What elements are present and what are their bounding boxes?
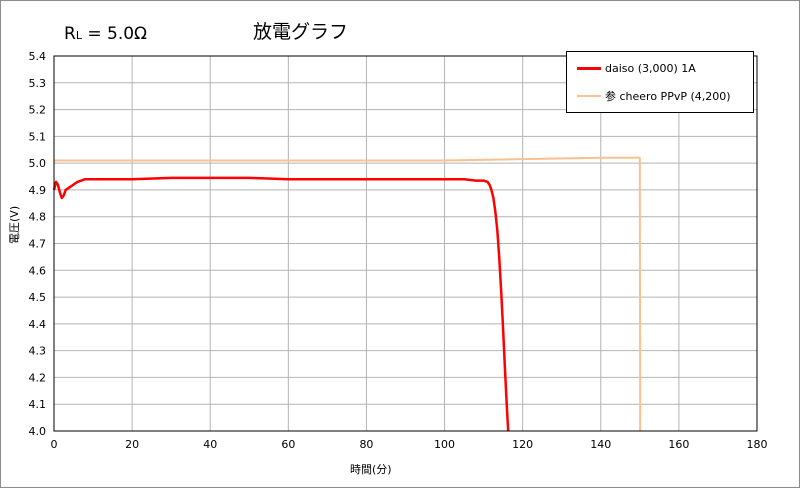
legend-label-daiso: daiso (3,000) 1A — [605, 61, 696, 75]
rl-value: = 5.0Ω — [81, 24, 148, 44]
y-tick-label: 4.9 — [29, 184, 47, 197]
y-tick-label: 4.6 — [29, 264, 47, 277]
series-line-0 — [52, 176, 510, 432]
legend: daiso (3,000) 1A 参 cheero PPvP (4,200) — [566, 51, 754, 113]
legend-label-cheero: 参 cheero PPvP (4,200) — [605, 90, 731, 103]
chart-title: 放電グラフ — [253, 21, 349, 43]
y-axis-label: 電圧(V) — [8, 205, 21, 244]
y-tick-label: 4.8 — [29, 211, 47, 224]
legend-item-cheero: 参 cheero PPvP (4,200) — [577, 88, 731, 104]
x-tick-label: 80 — [359, 438, 373, 451]
plot-area-border — [53, 55, 758, 432]
x-tick-labels: 0 20 40 60 80 100 120 140 160 180 — [51, 438, 768, 451]
series-layer — [52, 156, 642, 432]
y-tick-labels: 4.0 4.1 4.2 4.3 4.4 4.5 4.6 4.7 4.8 4.9 5.0 5.1 5.2 5… — [29, 50, 47, 438]
y-tick-label: 4.7 — [29, 238, 47, 251]
y-tick-label: 5.2 — [29, 104, 47, 117]
legend-swatch-daiso — [577, 66, 601, 70]
x-tick-label: 100 — [434, 438, 455, 451]
x-tick-label: 120 — [512, 438, 533, 451]
y-tick-label: 4.1 — [29, 398, 47, 411]
y-tick-label: 4.2 — [29, 371, 47, 384]
x-tick-label: 160 — [668, 438, 689, 451]
y-tick-label: 5.4 — [29, 50, 47, 63]
load-resistance-label: RL = 5.0Ω — [64, 24, 147, 44]
y-tick-label: 4.3 — [29, 345, 47, 358]
y-tick-label: 5.0 — [29, 157, 47, 170]
series-line-1 — [54, 156, 642, 432]
y-tick-label: 4.0 — [29, 425, 47, 438]
rl-subscript: L — [75, 29, 82, 42]
y-tick-label: 5.1 — [29, 130, 47, 143]
legend-item-daiso: daiso (3,000) 1A — [577, 60, 696, 76]
y-tick-label: 4.5 — [29, 291, 47, 304]
rl-r: R — [64, 24, 76, 44]
y-tick-label: 4.4 — [29, 318, 47, 331]
y-tick-label: 5.3 — [29, 77, 47, 90]
x-tick-label: 180 — [747, 438, 768, 451]
x-tick-label: 20 — [125, 438, 139, 451]
x-tick-label: 40 — [203, 438, 217, 451]
x-tick-label: 140 — [590, 438, 611, 451]
x-tick-label: 60 — [281, 438, 295, 451]
x-tick-label: 0 — [51, 438, 58, 451]
legend-swatch-cheero — [577, 95, 601, 97]
x-axis-label: 時間(分) — [350, 463, 392, 476]
